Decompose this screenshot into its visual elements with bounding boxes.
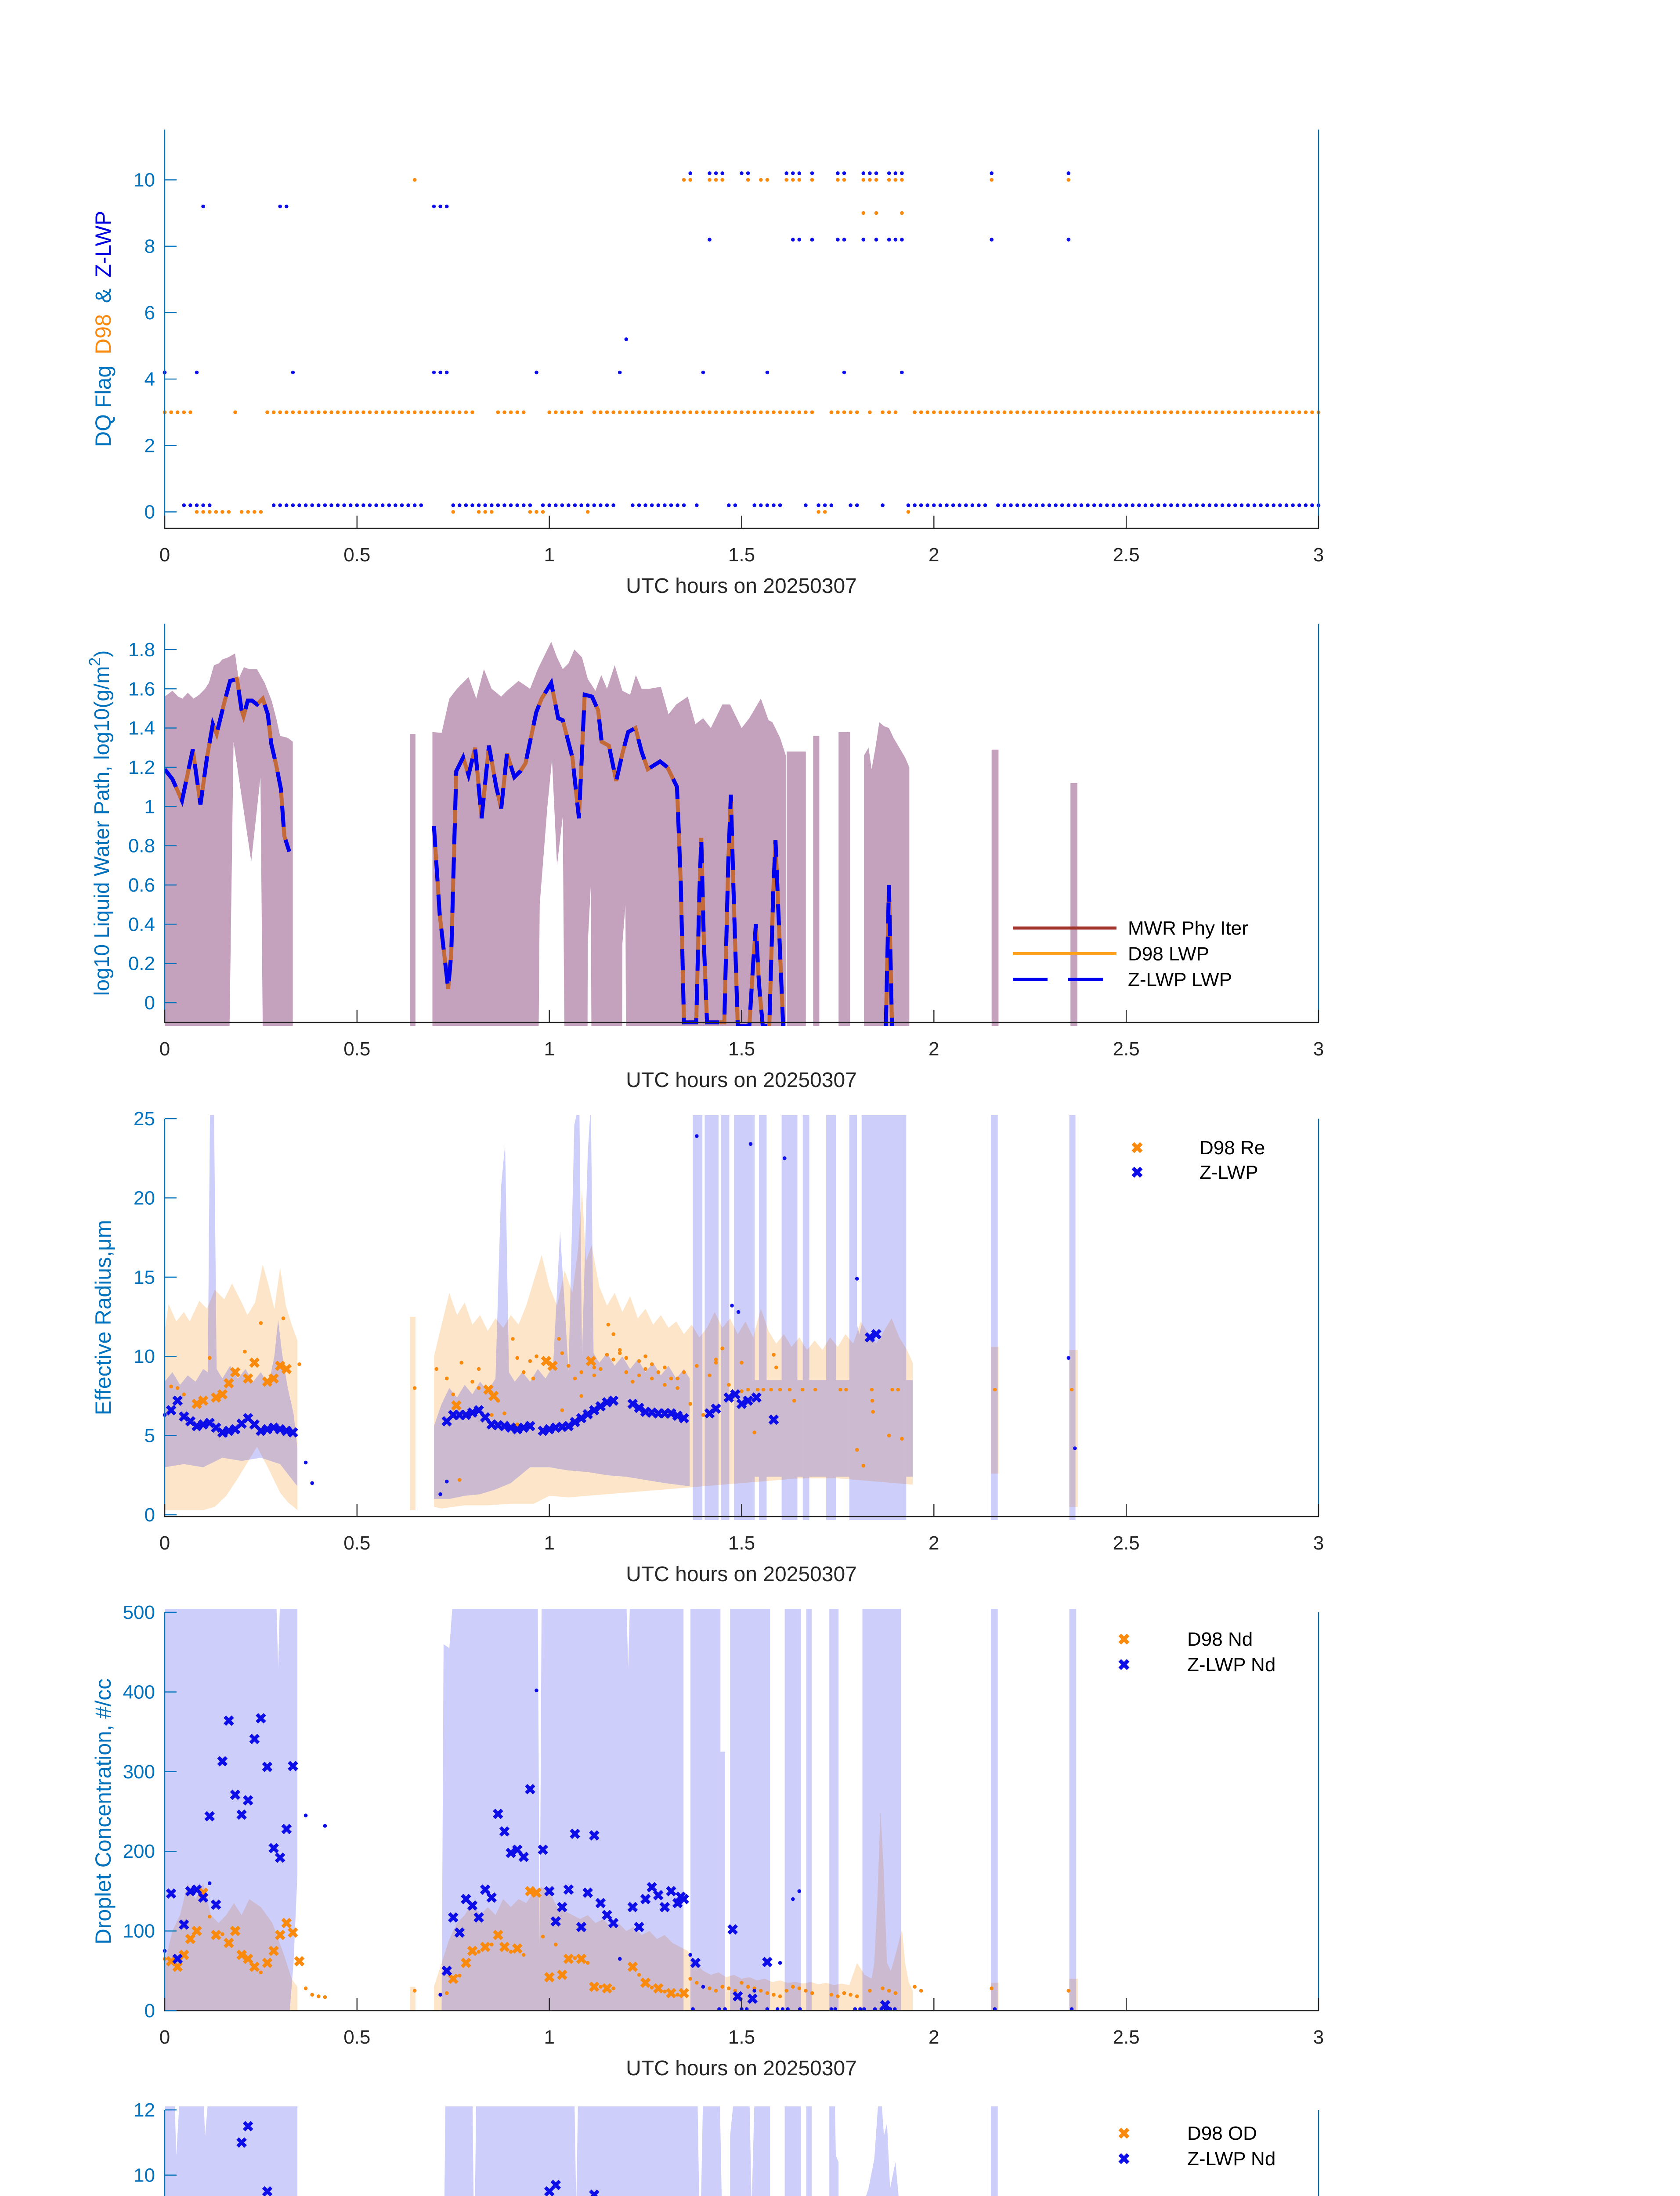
svg-text:0.5: 0.5 [343,544,370,566]
svg-text:1.5: 1.5 [728,1038,755,1060]
svg-text:10: 10 [134,1346,155,1367]
svg-text:UTC hours on 20250307: UTC hours on 20250307 [626,574,857,598]
svg-text:3: 3 [1313,2026,1324,2048]
svg-text:3: 3 [1313,544,1324,566]
svg-text:20: 20 [134,1187,155,1209]
svg-text:1.2: 1.2 [128,757,155,778]
svg-text:D98 Re: D98 Re [1199,1137,1265,1159]
svg-text:MWR Phy Iter: MWR Phy Iter [1128,917,1248,939]
svg-text:D98 Nd: D98 Nd [1187,1629,1253,1650]
svg-text:0.8: 0.8 [128,835,155,857]
svg-text:Z-LWP Nd: Z-LWP Nd [1187,2148,1275,2170]
svg-text:2: 2 [929,544,939,566]
svg-text:2: 2 [929,1532,939,1554]
svg-text:10: 10 [134,170,155,191]
svg-text:Z-LWP Nd: Z-LWP Nd [1187,1654,1275,1676]
svg-text:2: 2 [929,2026,939,2048]
svg-text:Z-LWP: Z-LWP [1199,1162,1258,1183]
svg-text:3: 3 [1313,1532,1324,1554]
svg-text:0: 0 [159,1038,170,1060]
svg-text:0.2: 0.2 [128,953,155,975]
svg-text:Effective Radius,μm: Effective Radius,μm [91,1220,116,1416]
svg-text:0.6: 0.6 [128,874,155,896]
svg-text:1: 1 [544,2026,554,2048]
svg-text:400: 400 [123,1681,155,1703]
svg-text:0: 0 [145,1504,155,1526]
svg-text:2.5: 2.5 [1113,2026,1140,2048]
svg-text:0.5: 0.5 [343,2026,370,2048]
svg-text:0: 0 [159,2026,170,2048]
svg-text:UTC hours on 20250307: UTC hours on 20250307 [626,2057,857,2080]
svg-text:0.5: 0.5 [343,1038,370,1060]
svg-text:4: 4 [145,368,155,390]
svg-text:log10 Liquid Water Path, log10: log10 Liquid Water Path, log10(g/m2) [86,650,114,996]
svg-text:0: 0 [145,992,155,1014]
svg-text:1.4: 1.4 [128,718,155,739]
svg-text:0.4: 0.4 [128,914,155,935]
svg-text:1.8: 1.8 [128,639,155,661]
svg-text:1: 1 [145,796,155,817]
svg-text:3: 3 [1313,1038,1324,1060]
svg-text:25: 25 [134,1108,155,1130]
svg-text:2: 2 [145,435,155,456]
svg-text:D98 OD: D98 OD [1187,2123,1257,2144]
svg-text:2: 2 [929,1038,939,1060]
svg-text:0: 0 [145,2000,155,2022]
svg-text:Droplet Concentration, #/cc: Droplet Concentration, #/cc [91,1679,116,1945]
svg-text:D98 LWP: D98 LWP [1128,943,1209,965]
svg-text:0.5: 0.5 [343,1532,370,1554]
svg-text:0: 0 [145,502,155,523]
svg-text:1.6: 1.6 [128,678,155,700]
svg-text:0: 0 [159,1532,170,1554]
svg-text:2.5: 2.5 [1113,544,1140,566]
svg-text:10: 10 [134,2165,155,2186]
svg-text:300: 300 [123,1761,155,1783]
svg-text:500: 500 [123,1602,155,1623]
svg-text:6: 6 [145,302,155,324]
svg-text:UTC hours on 20250307: UTC hours on 20250307 [626,1563,857,1586]
svg-text:5: 5 [145,1425,155,1447]
svg-text:100: 100 [123,1921,155,1942]
svg-text:12: 12 [134,2099,155,2121]
svg-text:1.5: 1.5 [728,2026,755,2048]
svg-text:2.5: 2.5 [1113,1038,1140,1060]
svg-text:8: 8 [145,236,155,257]
svg-text:15: 15 [134,1267,155,1288]
svg-text:1.5: 1.5 [728,544,755,566]
svg-text:1: 1 [544,544,554,566]
svg-text:Z-LWP LWP: Z-LWP LWP [1128,969,1232,990]
svg-text:2.5: 2.5 [1113,1532,1140,1554]
svg-text:0: 0 [159,544,170,566]
svg-text:DQ Flag D98 & Z-LWP: DQ Flag D98 & Z-LWP [91,211,116,447]
svg-text:UTC hours on 20250307: UTC hours on 20250307 [626,1069,857,1092]
svg-text:200: 200 [123,1841,155,1862]
svg-text:1.5: 1.5 [728,1532,755,1554]
svg-text:1: 1 [544,1038,554,1060]
svg-text:1: 1 [544,1532,554,1554]
